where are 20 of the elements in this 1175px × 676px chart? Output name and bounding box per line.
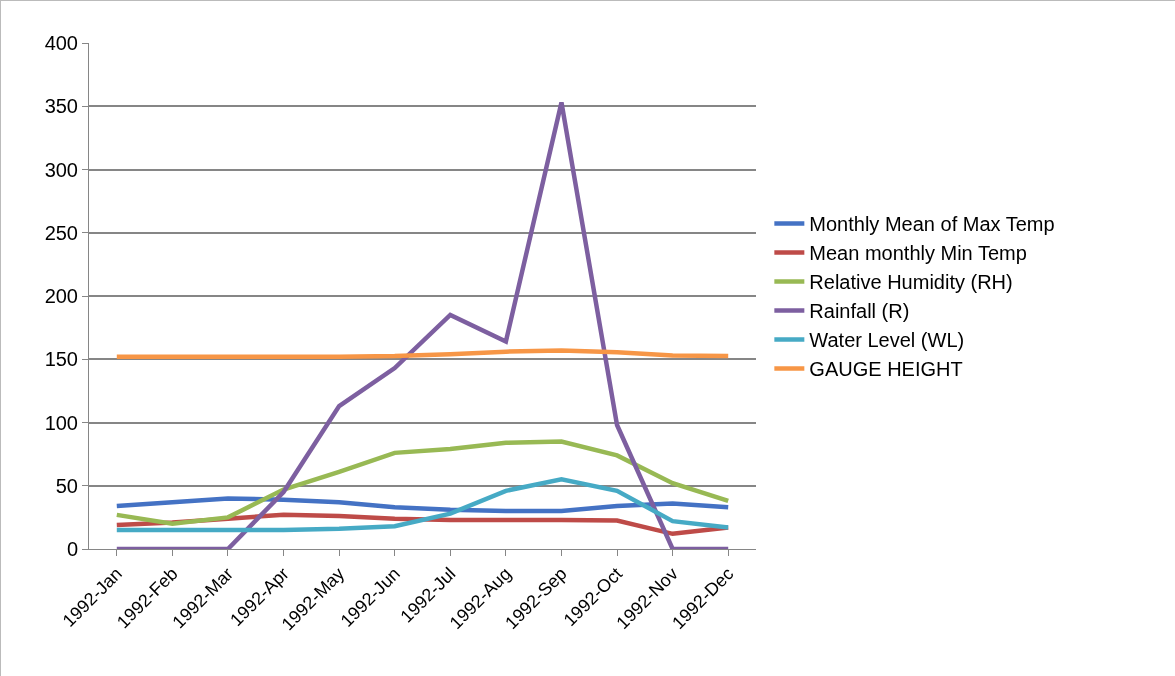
legend-label: Rainfall (R) <box>809 300 910 323</box>
line-series <box>114 100 731 549</box>
y-tick-label: 0 <box>66 538 78 560</box>
legend-label: GAUGE HEIGHT <box>809 358 963 381</box>
y-tick-label: 250 <box>44 221 78 244</box>
legend-label: Relative Humidity (RH) <box>809 271 1013 294</box>
line-series <box>114 439 731 526</box>
y-tick-label: 350 <box>44 95 78 118</box>
y-tick-label: 50 <box>55 474 78 497</box>
line-series <box>114 496 731 514</box>
y-tick-label: 100 <box>44 411 78 434</box>
y-tick-label: 300 <box>44 158 78 181</box>
y-tick-label: 200 <box>44 285 78 307</box>
line-series <box>114 348 731 359</box>
legend-label: Water Level (WL) <box>809 329 965 352</box>
y-tick-label: 150 <box>44 348 78 371</box>
legend-label: Mean monthly Min Temp <box>809 242 1027 265</box>
y-tick-label: 400 <box>44 32 78 54</box>
line-series <box>114 477 731 533</box>
legend-label: Monthly Mean of Max Temp <box>809 213 1055 236</box>
